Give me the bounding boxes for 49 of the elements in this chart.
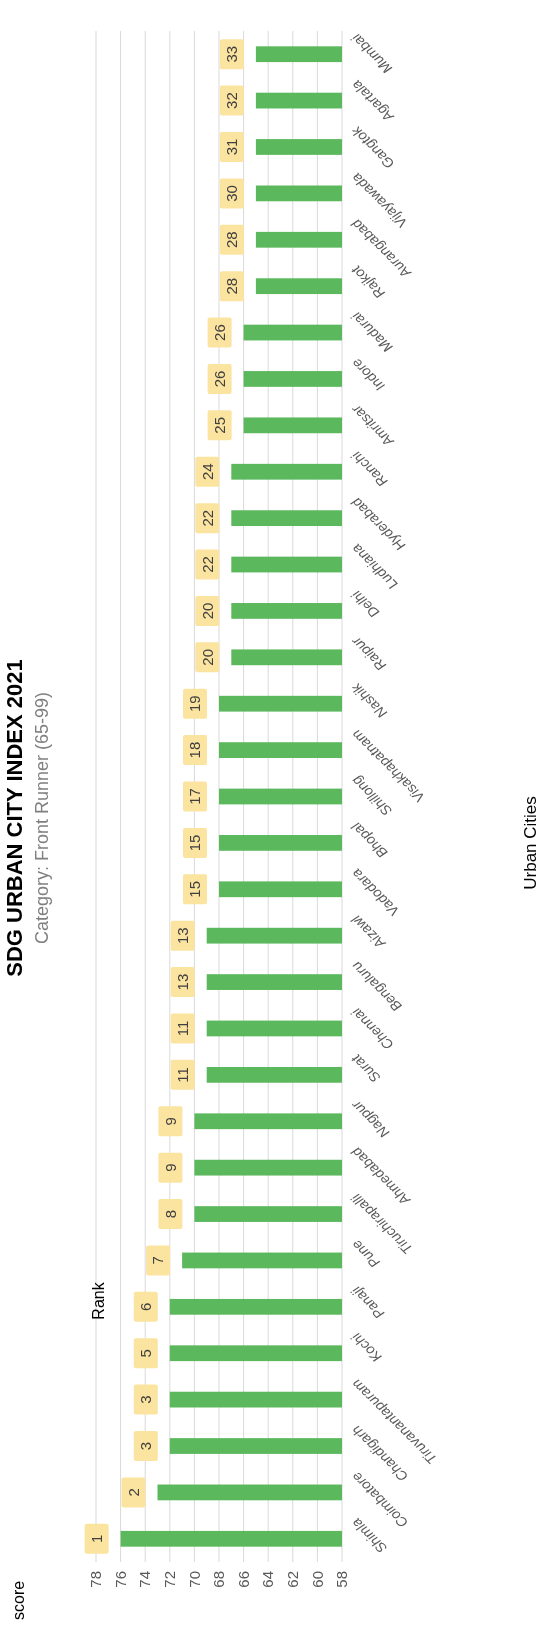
annotation: 3	[137, 1395, 155, 1404]
annotation: 13	[173, 973, 191, 991]
annotation: 33	[223, 45, 241, 63]
annotation: 13	[173, 927, 191, 945]
annotation: 28	[223, 277, 241, 295]
annotation: 26	[210, 370, 228, 388]
x-tick-label: 70	[185, 1571, 203, 1588]
annotation: 3	[137, 1441, 155, 1451]
text: Urban Cities	[521, 796, 540, 890]
text: SDG URBAN CITY INDEX 2021	[2, 659, 27, 977]
annotation: 30	[223, 185, 241, 202]
annotation: 24	[198, 463, 216, 481]
annotation: 31	[223, 138, 241, 156]
x-tick-label: 62	[284, 1571, 302, 1588]
annotation: 11	[173, 1067, 191, 1083]
x-tick-label: 64	[259, 1571, 277, 1588]
x-tick-label: 78	[87, 1571, 105, 1588]
annotation: 7	[149, 1256, 167, 1265]
x-tick-label: 66	[234, 1571, 252, 1588]
annotation: 25	[210, 417, 228, 434]
annotation: 18	[186, 741, 204, 759]
x-tick-label: 68	[210, 1571, 228, 1588]
annotation: 32	[223, 92, 241, 109]
annotation: 11	[173, 1020, 191, 1037]
x-tick-label: 74	[136, 1571, 154, 1588]
annotation: 26	[210, 324, 228, 341]
x-tick-label: 72	[161, 1571, 179, 1588]
annotation: 1	[87, 1534, 105, 1543]
annotation: 22	[198, 556, 216, 573]
annotation: 2	[124, 1488, 142, 1497]
annotation: 20	[198, 648, 216, 666]
annotation: 17	[186, 788, 204, 805]
annotation: 22	[198, 509, 216, 527]
annotation: 9	[161, 1117, 179, 1126]
annotation: 20	[198, 602, 216, 620]
annotation: 6	[137, 1302, 155, 1312]
x-tick-label: 76	[111, 1571, 129, 1588]
annotation: Rank	[90, 1281, 107, 1320]
annotation: 9	[161, 1163, 179, 1172]
annotation: 8	[161, 1209, 179, 1219]
x-tick-label: 58	[333, 1571, 351, 1588]
x-tick-label: 60	[308, 1571, 326, 1588]
annotation: 15	[186, 880, 204, 898]
annotation: 28	[223, 231, 241, 249]
text: Category: Front Runner (65-99)	[32, 691, 52, 945]
annotation: 15	[186, 834, 204, 852]
annotation: 5	[137, 1349, 155, 1358]
annotation: 19	[186, 695, 204, 713]
text: score	[10, 1580, 27, 1620]
